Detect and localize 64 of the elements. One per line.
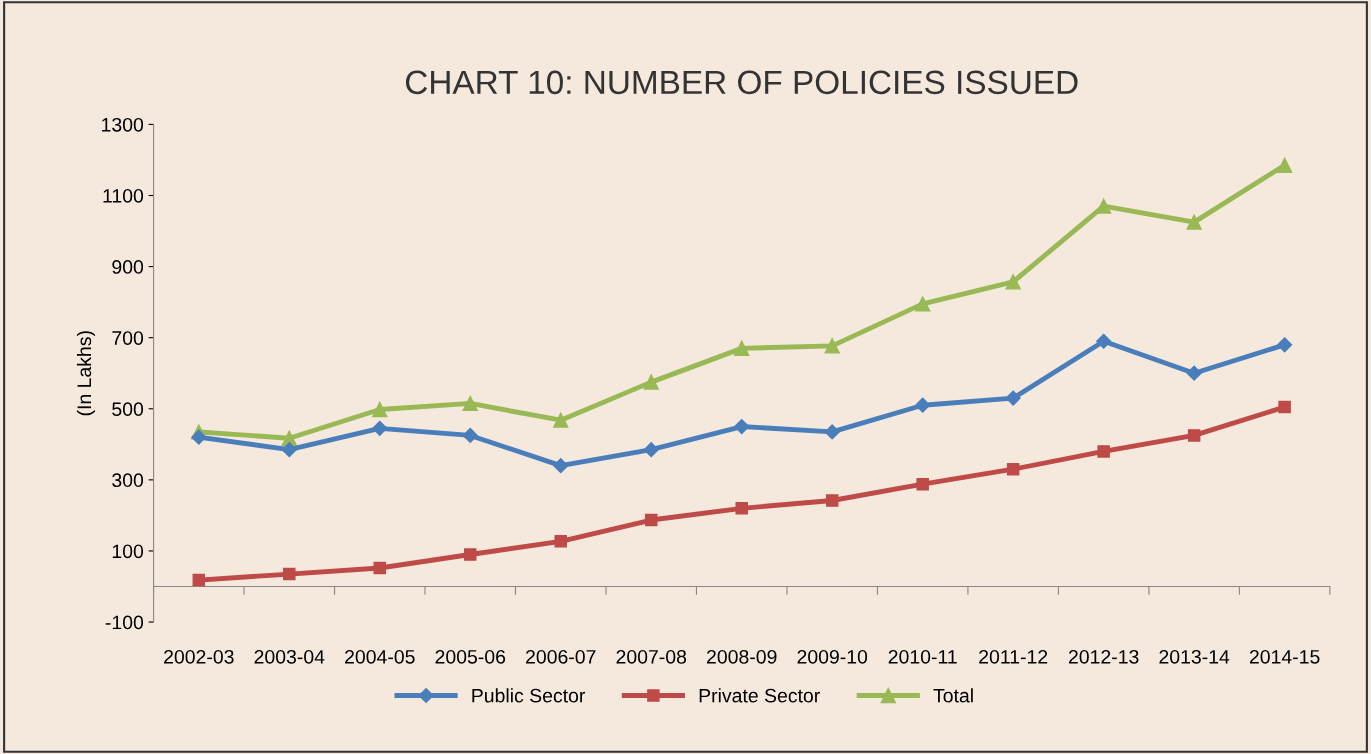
x-tick-label: 2012-13 [1068,649,1139,664]
x-tick-label: 2010-11 [888,649,957,664]
chart-title: CHART 10: NUMBER OF POLICIES ISSUED [405,70,1078,95]
point [464,548,477,561]
point [281,442,297,458]
y-axis-title: (In Lakhs) [76,331,96,416]
point [372,401,388,418]
y-tick-label: 100 [112,544,144,559]
y-tick-label: 700 [112,331,144,345]
y-tick-label: 300 [112,473,144,488]
point [643,442,659,458]
point [1005,274,1021,290]
point [643,374,659,390]
point [462,427,478,444]
point [734,340,750,356]
point [1005,390,1021,406]
x-tick-label: 2009-10 [797,649,868,664]
point [373,561,387,575]
point [553,412,569,428]
point [283,567,296,581]
point [554,535,567,548]
point [1186,214,1202,230]
y-tick-label: -100 [105,615,144,630]
legend-label: Private Sector [699,688,820,703]
point [644,513,658,527]
x-tick-label: 2008-09 [707,649,777,664]
y-tick-label: 1100 [103,188,144,203]
point [1186,365,1202,381]
point [916,477,929,491]
legend-label: Total [933,688,973,703]
point [281,430,297,446]
point [372,420,388,436]
point [1096,198,1112,214]
point [1187,429,1201,442]
x-tick-label: 2004-05 [345,649,415,664]
x-tick-label: 2005-06 [435,649,506,664]
x-tick-label: 2007-08 [616,649,687,664]
point [825,494,839,507]
point [735,502,748,515]
y-tick-label: 500 [112,402,144,417]
point [734,418,750,435]
x-tick-label: 2006-07 [526,649,596,664]
x-tick-label: 2011-12 [979,649,1048,664]
x-tick-label: 2014-15 [1249,649,1320,664]
point [824,424,840,440]
point [824,338,840,354]
legend-label: Public Sector [472,688,586,703]
x-tick-label: 2002-03 [164,649,234,664]
point [1276,157,1293,173]
y-tick-label: 900 [112,260,144,274]
point [1278,400,1291,414]
point [1006,462,1020,476]
point [1096,333,1112,349]
point [915,296,931,312]
x-tick-label: 2013-14 [1159,649,1230,664]
x-tick-label: 2003-04 [254,649,325,664]
y-tick-label: 1300 [102,117,144,132]
point [1277,337,1293,353]
point [191,429,207,445]
point [553,458,569,474]
point [192,573,206,587]
point [462,395,478,412]
point [1097,445,1110,458]
point [915,397,931,413]
